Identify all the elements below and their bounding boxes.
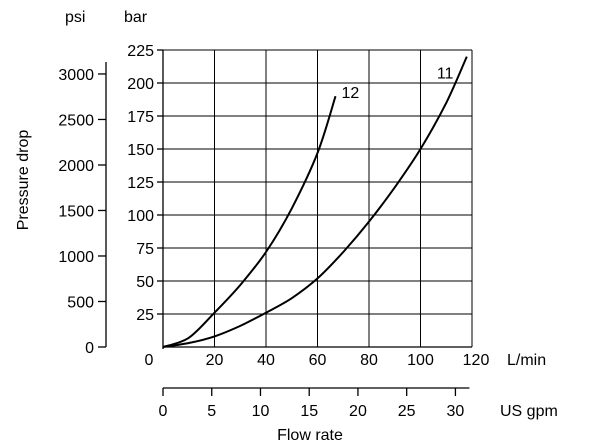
series-curve-11 [162, 56, 468, 348]
psi-unit-label: psi [65, 9, 85, 26]
y-axis-title: Pressure drop [15, 130, 32, 231]
lmin-tick-label: 0 [145, 352, 154, 369]
usgpm-tick-label: 5 [207, 403, 216, 420]
bar-tick-label: 175 [127, 109, 154, 126]
lmin-tick-label: 60 [309, 352, 327, 369]
lmin-tick-label: 20 [206, 352, 224, 369]
bar-tick-label: 150 [127, 142, 154, 159]
lmin-tick-label: 40 [257, 352, 275, 369]
bar-tick-label: 75 [136, 241, 154, 258]
series-label-12: 12 [342, 85, 360, 102]
bar-unit-label: bar [124, 9, 148, 26]
lmin-tick-label: 120 [463, 352, 490, 369]
usgpm-unit-label: US gpm [500, 403, 558, 420]
bar-tick-label: 225 [127, 43, 154, 60]
axes [98, 49, 472, 396]
psi-tick-label: 1500 [58, 203, 94, 220]
x-axis-title: Flow rate [277, 427, 343, 444]
bar-tick-label: 50 [136, 274, 154, 291]
usgpm-tick-label: 25 [398, 403, 416, 420]
bar-tick-label: 125 [127, 175, 154, 192]
series-label-11: 11 [437, 66, 454, 83]
grid [163, 49, 473, 347]
series-curve-12 [162, 95, 337, 348]
psi-tick-label: 0 [85, 340, 94, 357]
lmin-unit-label: L/min [507, 352, 546, 369]
bar-tick-label: 100 [127, 208, 154, 225]
bar-tick-label: 25 [136, 307, 154, 324]
psi-tick-label: 2500 [58, 112, 94, 129]
lmin-tick-label: 100 [407, 352, 434, 369]
psi-tick-label: 1000 [58, 249, 94, 266]
lmin-tick-label: 80 [360, 352, 378, 369]
psi-tick-label: 3000 [58, 67, 94, 84]
psi-tick-label: 2000 [58, 158, 94, 175]
bar-tick-label: 200 [127, 76, 154, 93]
usgpm-tick-label: 15 [300, 403, 318, 420]
usgpm-tick-label: 20 [349, 403, 367, 420]
usgpm-tick-label: 0 [159, 403, 168, 420]
usgpm-tick-label: 30 [447, 403, 465, 420]
usgpm-tick-label: 10 [252, 403, 270, 420]
labels: 2550751001251501752002250500100015002000… [58, 43, 489, 420]
psi-tick-label: 500 [67, 294, 94, 311]
curves [162, 56, 468, 348]
